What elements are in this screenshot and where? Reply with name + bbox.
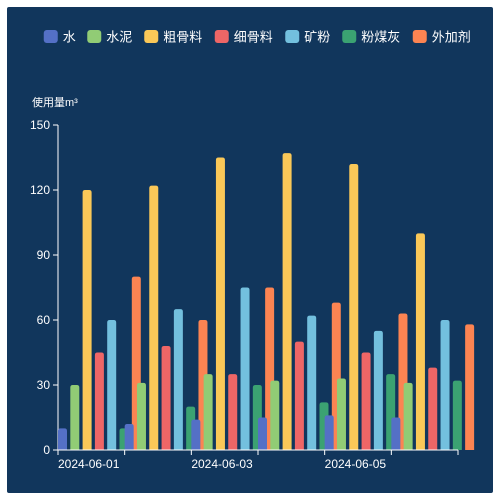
bar-group-2024-06-02 <box>124 185 208 450</box>
legend-item-水泥[interactable]: 水泥 <box>87 30 132 45</box>
bar-水-2024-06-01 <box>58 428 67 450</box>
legend-swatch <box>285 30 300 43</box>
bar-矿粉-2024-06-06 <box>440 320 450 450</box>
bar-水泥-2024-06-04 <box>270 380 280 450</box>
bar-细骨料-2024-06-03 <box>228 374 238 450</box>
legend-label: 粗骨料 <box>163 30 202 45</box>
bar-粗骨料-2024-06-04 <box>282 153 292 450</box>
bar-粗骨料-2024-06-01 <box>82 190 92 450</box>
legend-item-粗骨料[interactable]: 粗骨料 <box>144 30 202 45</box>
bar-group-2024-06-01 <box>58 190 141 450</box>
y-tick-label: 120 <box>30 183 50 197</box>
legend-item-外加剂[interactable]: 外加剂 <box>412 30 471 45</box>
bar-细骨料-2024-06-02 <box>161 346 171 450</box>
bar-group-2024-06-03 <box>191 157 275 450</box>
bar-水-2024-06-03 <box>191 419 201 450</box>
bar-粉煤灰-2024-06-06 <box>452 380 462 450</box>
bar-水泥-2024-06-05 <box>336 378 346 450</box>
y-tick-label: 0 <box>43 443 50 457</box>
legend-label: 外加剂 <box>432 30 471 45</box>
y-tick-label: 30 <box>37 378 51 392</box>
legend-item-细骨料[interactable]: 细骨料 <box>214 30 273 45</box>
x-tick-label: 2024-06-01 <box>58 457 120 471</box>
y-tick-label: 60 <box>37 313 51 327</box>
legend-label: 粉煤灰 <box>361 30 400 45</box>
x-tick-label: 2024-06-05 <box>325 457 387 471</box>
bar-粗骨料-2024-06-05 <box>349 164 359 450</box>
legend: 水 水泥 粗骨料 细骨料 矿粉 粉煤灰 外加剂 <box>43 30 471 45</box>
legend-item-粉煤灰[interactable]: 粉煤灰 <box>342 30 400 45</box>
bar-矿粉-2024-06-01 <box>107 320 117 450</box>
bar-矿粉-2024-06-03 <box>240 287 250 450</box>
bar-水泥-2024-06-01 <box>70 385 80 450</box>
y-tick-label: 90 <box>37 248 51 262</box>
bar-group-2024-06-06 <box>391 233 475 450</box>
bar-细骨料-2024-06-05 <box>361 352 371 450</box>
y-axis-title: 使用量m³ <box>32 96 78 109</box>
legend-item-水[interactable]: 水 <box>43 30 76 45</box>
bar-水-2024-06-05 <box>324 415 334 450</box>
legend-swatch <box>342 30 357 43</box>
bar-粗骨料-2024-06-06 <box>415 233 425 450</box>
x-tick-label: 2024-06-03 <box>191 457 253 471</box>
bar-水-2024-06-06 <box>391 417 401 450</box>
bar-外加剂-2024-06-06 <box>465 324 475 450</box>
legend-label: 水泥 <box>106 30 132 45</box>
legend-swatch <box>214 30 229 43</box>
bar-group-2024-06-05 <box>324 164 408 450</box>
legend-label: 水 <box>63 30 76 45</box>
legend-swatch <box>412 30 427 43</box>
legend-swatch <box>144 30 159 43</box>
bar-水泥-2024-06-06 <box>403 382 413 450</box>
bar-矿粉-2024-06-05 <box>373 330 383 450</box>
bar-水-2024-06-04 <box>258 417 267 450</box>
bar-group-2024-06-04 <box>258 153 341 450</box>
bar-粗骨料-2024-06-02 <box>149 185 159 450</box>
legend-swatch <box>43 30 58 43</box>
bar-细骨料-2024-06-01 <box>94 352 104 450</box>
bar-细骨料-2024-06-06 <box>428 367 438 450</box>
legend-item-矿粉[interactable]: 矿粉 <box>285 30 330 45</box>
legend-label: 细骨料 <box>234 30 273 45</box>
legend-label: 矿粉 <box>304 30 330 45</box>
bar-矿粉-2024-06-04 <box>307 315 317 450</box>
bar-水-2024-06-02 <box>124 424 134 450</box>
bar-矿粉-2024-06-02 <box>173 309 183 450</box>
plot-area: 0 30 60 90 120 150 2024-06-01 2024-06-03 2024-06… <box>30 118 475 471</box>
bar-水泥-2024-06-02 <box>136 382 146 450</box>
y-tick-label: 150 <box>30 118 50 132</box>
bar-细骨料-2024-06-04 <box>294 341 304 450</box>
bar-水泥-2024-06-03 <box>203 374 213 450</box>
legend-swatch <box>87 30 102 43</box>
bar-粗骨料-2024-06-03 <box>215 157 225 450</box>
